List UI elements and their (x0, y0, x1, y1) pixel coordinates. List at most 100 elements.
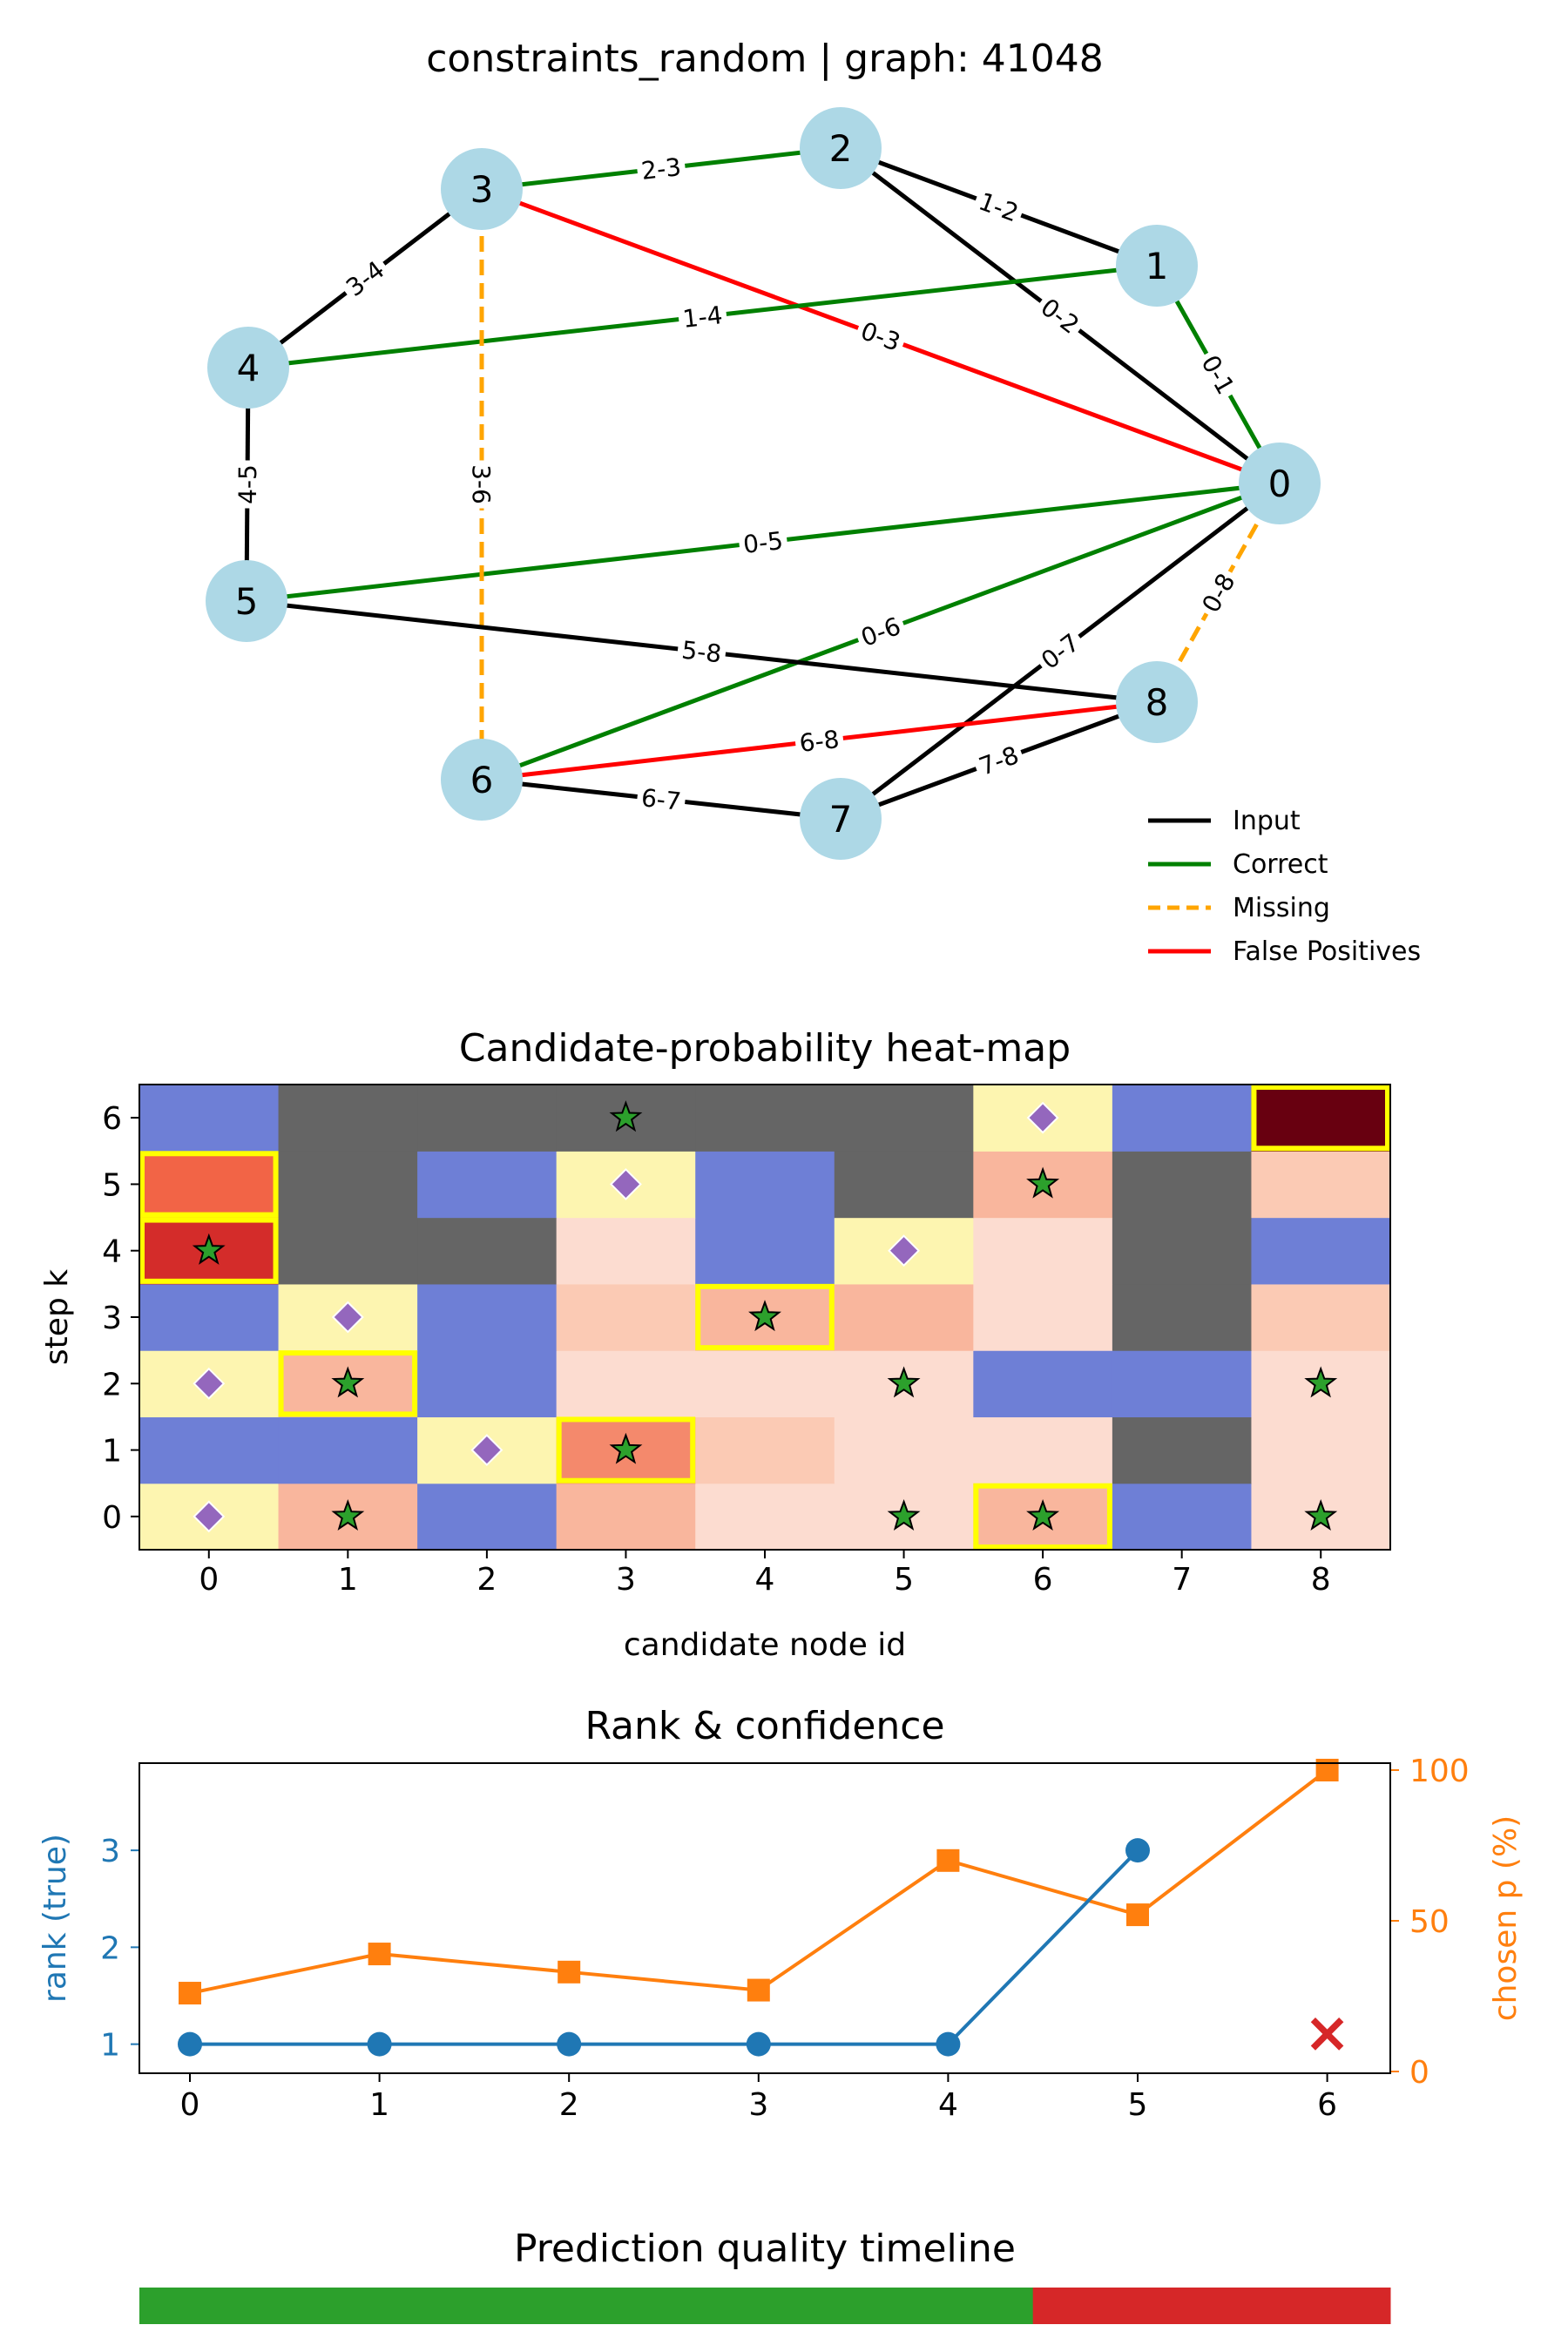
heat-cell-k3-n0 (139, 1283, 280, 1351)
left-tick-label: 3 (100, 1834, 120, 1869)
chosen-highlight-k3 (695, 1283, 835, 1351)
edge-label-5-8: 5-8 (676, 636, 727, 668)
timeline-bar (139, 2288, 1391, 2324)
node-label-2: 2 (829, 127, 853, 170)
heat-cell-k6-n1 (278, 1085, 418, 1152)
predicted-diamond-k0 (193, 1500, 226, 1533)
x-tick-label: 1 (338, 1562, 358, 1598)
chosen-highlight-k1 (556, 1416, 696, 1484)
true-star-k6-n3 (609, 1100, 643, 1132)
chosen-highlight-k6 (1251, 1085, 1391, 1152)
node-6 (441, 739, 523, 821)
edge-label-1-4: 1-4 (677, 301, 728, 334)
x-tick-label: 0 (199, 1562, 219, 1598)
predicted-diamond-k1 (470, 1434, 504, 1466)
edge-label-bg (737, 526, 789, 558)
heat-cell-k3-n8 (1251, 1283, 1391, 1351)
node-5 (206, 560, 287, 642)
heat-cell-k6-n0 (139, 1085, 280, 1152)
y-tick-label: 1 (102, 1434, 122, 1470)
true-star-k2-n8 (1304, 1366, 1338, 1398)
true-star-k2-n5 (887, 1366, 921, 1398)
heat-cell-k5-n0 (139, 1151, 280, 1219)
heat-cell-k4-n8 (1251, 1217, 1391, 1285)
edge-label-bg (469, 460, 495, 509)
heat-cell-k6-n4 (695, 1085, 835, 1152)
y-tick-label: 2 (102, 1367, 122, 1402)
heat-cell-k2-n4 (695, 1350, 835, 1418)
heat-cell-k4-n2 (417, 1217, 558, 1285)
heat-cell-k4-n6 (973, 1217, 1113, 1285)
node-label-0: 0 (1268, 463, 1292, 505)
x-tick-label: 0 (180, 2087, 200, 2123)
edge-label-6-8: 6-8 (794, 725, 845, 758)
edge-label-0-2: 0-2 (1033, 290, 1087, 341)
heat-cell-k1-n0 (139, 1416, 280, 1484)
legend-label-correct: Correct (1233, 849, 1328, 880)
heat-cell-k3-n3 (556, 1283, 696, 1351)
heatmap-highlights (139, 1085, 1391, 1550)
edge-label-text: 2-3 (639, 152, 682, 186)
heat-cell-k5-n5 (834, 1151, 974, 1219)
edge-label-bg (971, 186, 1026, 228)
node-7 (800, 778, 882, 860)
node-2 (800, 107, 882, 189)
rank-point-5 (1125, 1838, 1150, 1863)
heat-cell-k0-n3 (556, 1483, 696, 1551)
confidence-point-6 (1315, 1759, 1339, 1781)
graph-nodes: 0 1 2 3 4 5 6 7 8 (206, 107, 1321, 860)
true-star-k0-n5 (887, 1498, 921, 1531)
heat-cell-k5-n1 (278, 1151, 418, 1219)
edge-label-bg (1033, 625, 1087, 677)
heat-cell-k4-n7 (1112, 1217, 1253, 1285)
heat-cell-k4-n4 (695, 1217, 835, 1285)
legend-label-input: Input (1233, 806, 1301, 836)
x-tick-label: 3 (616, 1562, 636, 1598)
heat-cell-k0-n7 (1112, 1483, 1253, 1551)
graph-edge-labels: 0-10-20-30-50-6 0-70-81-21-42-33-43-64-55… (233, 152, 1242, 816)
x-tick-label: 4 (938, 2087, 958, 2123)
heat-cell-k5-n8 (1251, 1151, 1391, 1219)
left-tick-label: 2 (100, 1930, 120, 1966)
legend-label-false_positive: False Positives (1233, 936, 1421, 967)
node-label-8: 8 (1146, 681, 1169, 724)
legend-label-missing: Missing (1233, 893, 1330, 923)
rank-ylabel-right: chosen p (%) (1488, 1815, 1524, 2021)
node-label-3: 3 (470, 168, 494, 211)
x-tick-label: 4 (755, 1562, 775, 1598)
edge-label-text: 6-7 (639, 783, 682, 816)
heat-cell-k4-n1 (278, 1217, 418, 1285)
edge-label-4-5: 4-5 (233, 460, 262, 509)
heatmap-title: Candidate-probability heat-map (459, 1026, 1071, 1071)
heat-cell-k2-n3 (556, 1350, 696, 1418)
predicted-diamond-k3 (331, 1301, 364, 1334)
edge-label-bg (794, 725, 845, 757)
rank-line (190, 1848, 1139, 2046)
confidence-point-1 (368, 1943, 391, 1966)
graph-edges: 0-10-20-30-50-6 0-70-81-21-42-33-43-64-55… (233, 145, 1282, 821)
heatmap-panel: Candidate-probability heat-map 0 1 2 3 4 5 6 7 8… (39, 1026, 1391, 1663)
confidence-point-2 (558, 1960, 581, 1984)
edge-label-bg (1194, 565, 1242, 620)
timeline-title: Prediction quality timeline (514, 2227, 1016, 2271)
heat-cell-k3-n7 (1112, 1283, 1253, 1351)
heat-cell-k3-n6 (973, 1283, 1113, 1351)
timeline-segment-0 (139, 2288, 1034, 2324)
true-star-k1-n3 (609, 1432, 643, 1464)
x-tick-label: 7 (1172, 1562, 1192, 1598)
heatmap-ticks: 0 1 2 3 4 5 6 7 8 0 1 2 3 4 5 6 (102, 1101, 1331, 1598)
edge-label-3-6: 3-6 (467, 460, 496, 509)
edge-label-bg (854, 315, 908, 357)
right-tick-label: 100 (1409, 1754, 1470, 1789)
edge-label-bg (676, 636, 727, 667)
heat-cell-k5-n7 (1112, 1151, 1253, 1219)
node-1 (1116, 225, 1198, 307)
edge-label-text: 6-8 (798, 725, 841, 758)
heat-cell-k1-n8 (1251, 1416, 1391, 1484)
y-tick-label: 3 (102, 1301, 122, 1336)
predicted-diamond-k6 (1026, 1101, 1059, 1134)
heatmap-markers (192, 1100, 1338, 1533)
confidence-point-3 (747, 1978, 770, 2002)
miss-marker: × (1304, 2001, 1351, 2065)
